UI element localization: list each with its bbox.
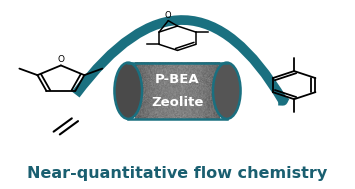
- Text: Near-quantitative flow chemistry: Near-quantitative flow chemistry: [27, 166, 328, 181]
- Ellipse shape: [114, 63, 142, 119]
- Text: O: O: [58, 56, 64, 64]
- Text: P-BEA: P-BEA: [155, 73, 200, 86]
- Ellipse shape: [213, 63, 241, 119]
- Text: O: O: [165, 11, 171, 20]
- Text: Zeolite: Zeolite: [151, 95, 204, 108]
